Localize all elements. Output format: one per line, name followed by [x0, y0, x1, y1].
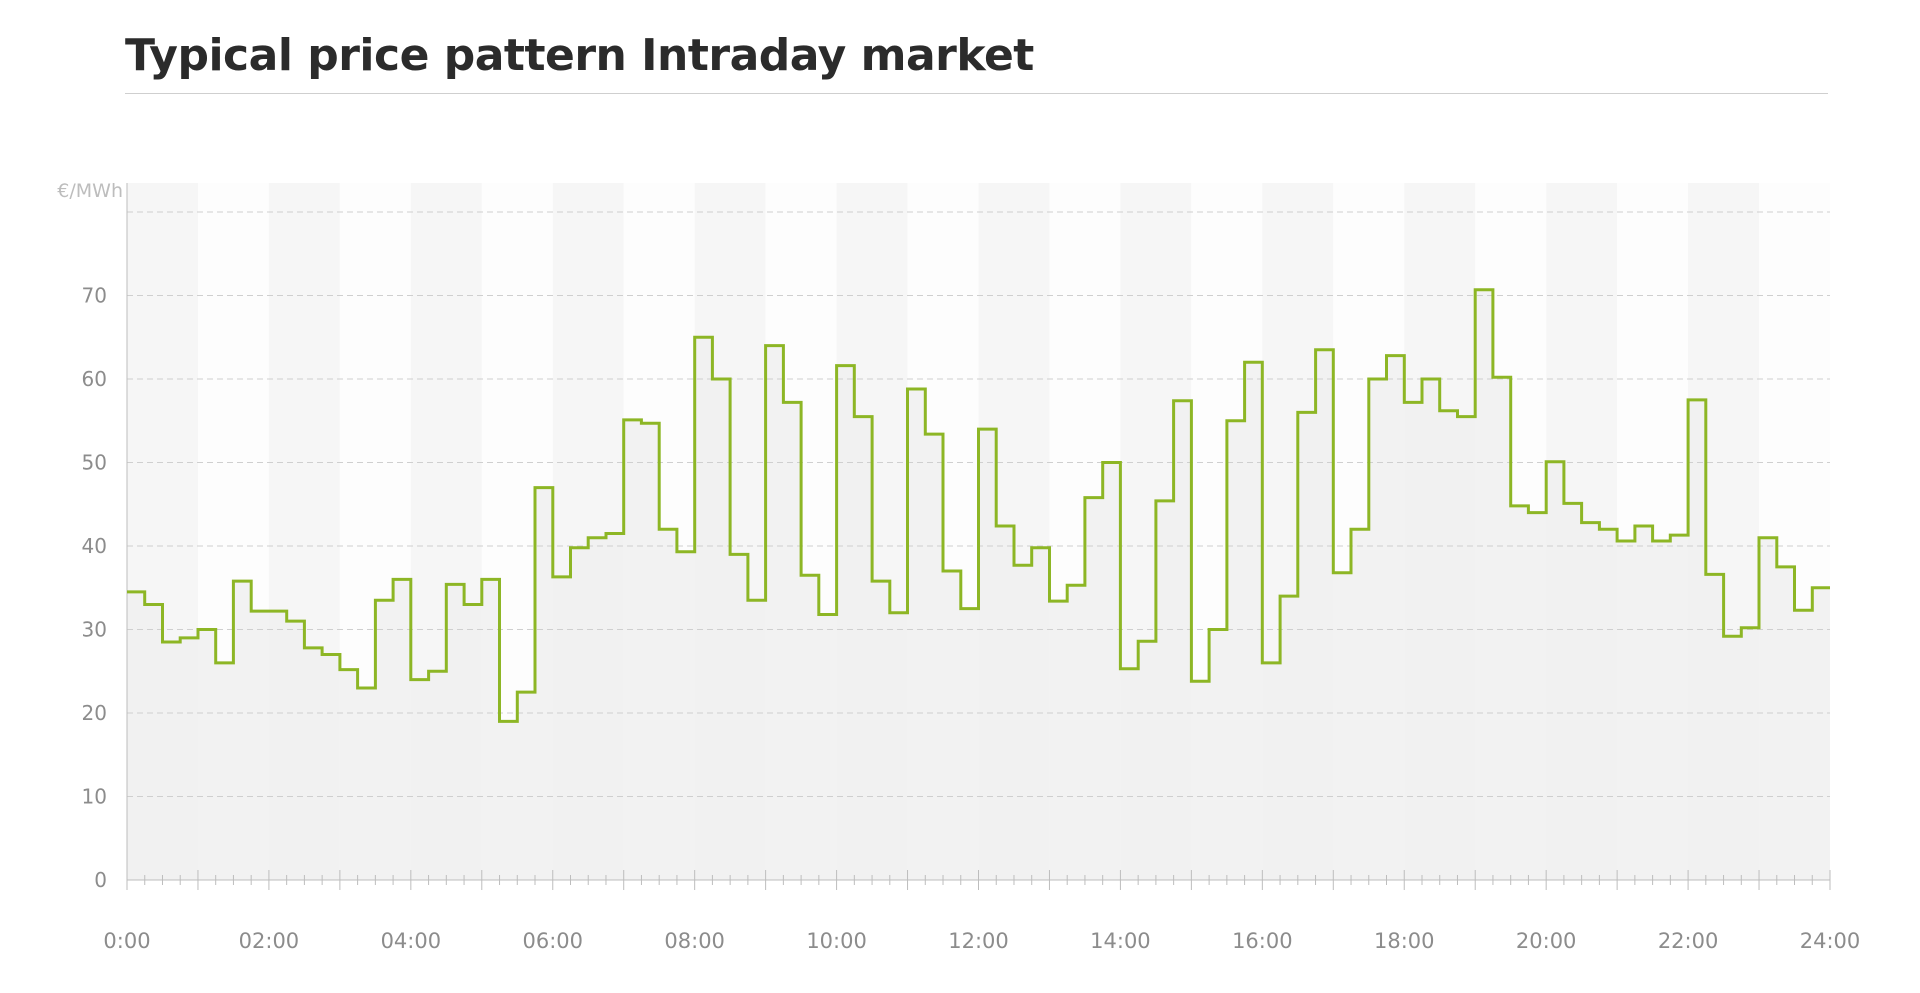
x-tick-label: 18:00	[1374, 929, 1435, 953]
y-tick-labels: 0 10 20 30 40 50 60 70	[82, 284, 107, 893]
y-tick-label: 20	[82, 701, 107, 725]
x-tick-label: 22:00	[1658, 929, 1719, 953]
chart-title: Typical price pattern Intraday market	[125, 30, 1034, 81]
y-tick-label: 60	[82, 367, 107, 391]
y-tick-label: 0	[94, 868, 107, 892]
title-divider	[125, 93, 1828, 94]
y-tick-label: 40	[82, 534, 107, 558]
x-tick-label: 06:00	[522, 929, 583, 953]
x-tick-label: 16:00	[1232, 929, 1293, 953]
x-tick-label: 24:00	[1800, 929, 1861, 953]
y-tick-label: 50	[82, 451, 107, 475]
x-tick-label: 10:00	[806, 929, 867, 953]
x-tick-label: 08:00	[664, 929, 725, 953]
x-tick-label: 20:00	[1516, 929, 1577, 953]
x-tick-labels: 0:00 02:00 04:00 06:00 08:00 10:00 12:00 14:00 1…	[103, 929, 1860, 953]
x-tick-label: 12:00	[948, 929, 1009, 953]
y-tick-label: 70	[82, 284, 107, 308]
x-tick-label: 0:00	[103, 929, 150, 953]
y-tick-label: 10	[82, 785, 107, 809]
y-tick-label: 30	[82, 618, 107, 642]
x-tick-label: 14:00	[1090, 929, 1151, 953]
y-axis-label: €/MWh	[57, 180, 123, 202]
price-series-line	[127, 288, 1830, 723]
x-ticks	[126, 870, 1831, 890]
x-tick-label: 02:00	[239, 929, 300, 953]
x-tick-label: 04:00	[381, 929, 442, 953]
